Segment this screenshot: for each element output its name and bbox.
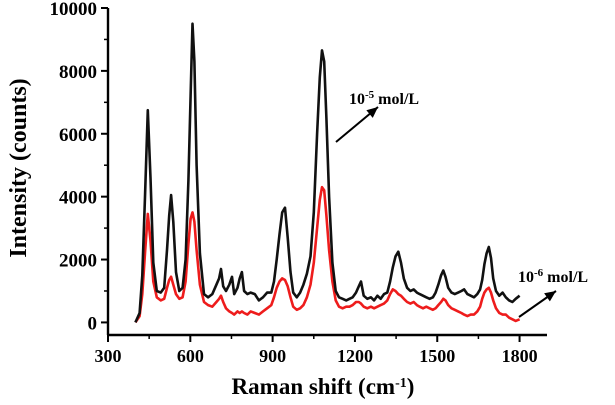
x-axis-label: Raman shift (cm-1)	[232, 374, 415, 399]
y-tick-label: 4000	[59, 188, 97, 209]
annotation-10e-5-label: 10-5 mol/L	[349, 89, 419, 108]
x-tick-label: 1500	[419, 346, 455, 366]
y-tick-label: 0	[88, 313, 98, 334]
axes	[106, 8, 547, 337]
plot-lines	[134, 22, 521, 324]
ticks: 300 600 900 1200 1500 1800 0 2000 4000 6000 8000 10…	[50, 0, 538, 366]
x-tick-label: 1800	[502, 346, 538, 366]
y-tick-label: 10000	[50, 0, 98, 20]
annotation-arrows	[335, 106, 557, 318]
y-tick-label: 6000	[59, 125, 97, 146]
annotation-arrow-10e-6	[518, 290, 557, 318]
series-line-0	[134, 22, 521, 323]
x-tick-label: 900	[259, 346, 286, 366]
y-tick-label: 2000	[59, 251, 97, 272]
x-tick-label: 300	[95, 346, 122, 366]
annotation-10e-6-label: 10-6 mol/L	[518, 267, 588, 286]
annotation-arrow-10e-5	[335, 106, 379, 143]
y-tick-label: 8000	[59, 62, 97, 83]
x-tick-label: 600	[177, 346, 204, 366]
series-line-1	[134, 185, 521, 324]
x-tick-label: 1200	[337, 346, 373, 366]
y-axis-label: Intensity (counts)	[6, 78, 32, 257]
